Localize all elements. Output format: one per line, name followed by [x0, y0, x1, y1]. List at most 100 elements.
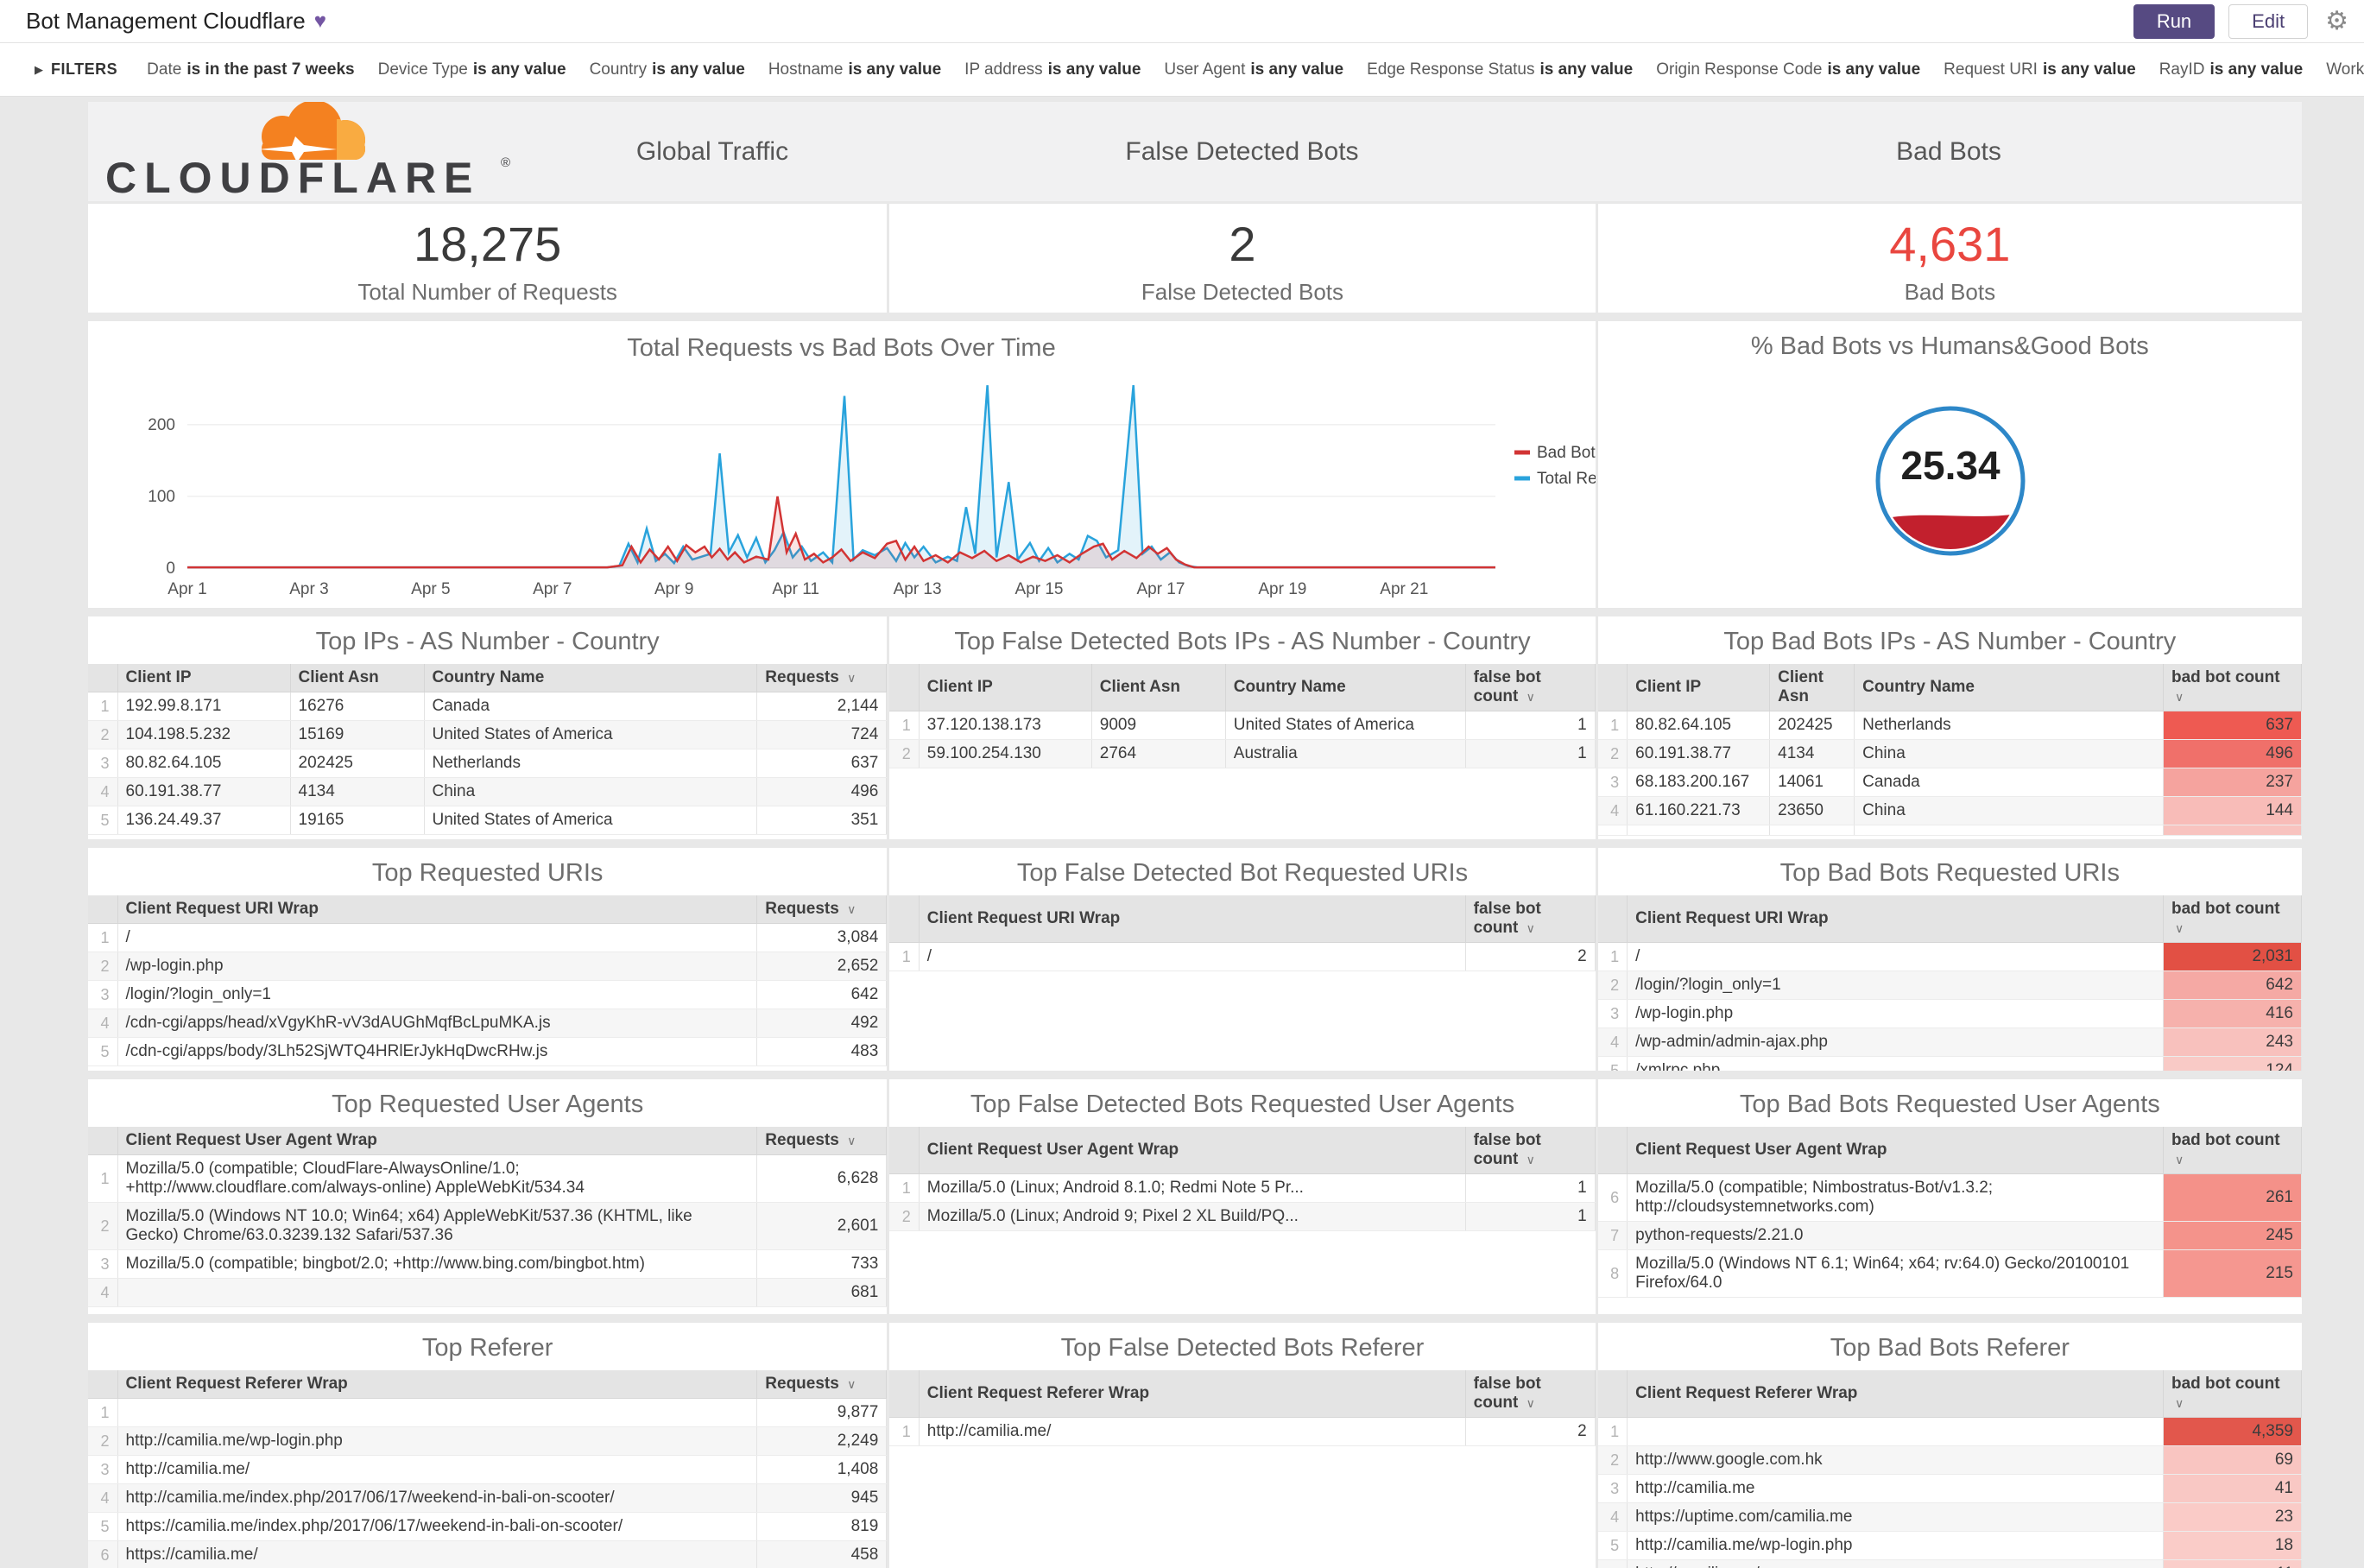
- column-header[interactable]: Client Request Referer Wrap: [117, 1370, 758, 1399]
- panel-bad-bot-ips: Top Bad Bots IPs - AS Number - Country C…: [1597, 616, 2302, 839]
- sort-column-header[interactable]: Requests ∨: [756, 1127, 888, 1155]
- filter-item[interactable]: Country is any value: [589, 60, 745, 79]
- filter-item[interactable]: RayID is any value: [2159, 60, 2304, 79]
- metric-cell: 9,877: [756, 1398, 888, 1427]
- table-cell: 60.191.38.77: [117, 777, 291, 806]
- filter-item[interactable]: Edge Response Status is any value: [1367, 60, 1634, 79]
- table-row: 1 80.82.64.105 202425 Netherlands 637: [1597, 711, 2302, 740]
- filter-item[interactable]: Device Type is any value: [377, 60, 566, 79]
- column-header[interactable]: Client Request User Agent Wrap: [919, 1127, 1466, 1174]
- sort-column-header[interactable]: bad bot count ∨: [2163, 664, 2302, 711]
- table-cell: http://camilia.me/wp-login.php: [117, 1426, 758, 1456]
- column-header[interactable]: Country Name: [1854, 664, 2164, 711]
- filter-item[interactable]: Hostname is any value: [768, 60, 942, 79]
- metric-cell: 351: [756, 806, 888, 835]
- sort-column-header[interactable]: Requests ∨: [756, 1370, 888, 1399]
- run-button[interactable]: Run: [2133, 3, 2215, 39]
- column-header[interactable]: Client Request URI Wrap: [919, 895, 1466, 943]
- table-row: 6 Mozilla/5.0 (compatible; Nimbostratus-B…: [1597, 1173, 2302, 1222]
- filter-item[interactable]: Request URI is any value: [1944, 60, 2136, 79]
- sort-column-header[interactable]: Requests ∨: [756, 895, 888, 924]
- table-row: 5 http://camilia.me/wp-login.php 18: [1597, 1531, 2302, 1560]
- sort-column-header[interactable]: false bot count ∨: [1465, 664, 1596, 711]
- row-index-header: [889, 1127, 920, 1174]
- sort-column-header[interactable]: false bot count ∨: [1465, 895, 1596, 943]
- gear-icon[interactable]: ⚙: [2325, 7, 2348, 35]
- table-title: Top Bad Bots Requested URIs: [1779, 859, 2120, 887]
- sort-column-header[interactable]: Requests ∨: [756, 664, 888, 692]
- table-row: 1 http://camilia.me/2: [889, 1417, 1596, 1446]
- column-header[interactable]: Country Name: [1225, 664, 1466, 711]
- table-title: Top Requested User Agents: [332, 1091, 644, 1118]
- panel-requests-vs-badbots: Total Requests vs Bad Bots Over Time 0 100…: [88, 321, 1596, 608]
- metric-cell: 3,084: [756, 923, 888, 952]
- table-cell: 9009: [1091, 711, 1226, 740]
- column-header[interactable]: Country Name: [424, 664, 758, 692]
- panel-bad-bots-gauge: % Bad Bots vs Humans&Good Bots 25.34: [1597, 321, 2302, 608]
- table-cell: https://uptime.com/camilia.me: [1627, 1502, 2164, 1532]
- svg-text:100: 100: [148, 488, 175, 506]
- column-header[interactable]: Client Request User Agent Wrap: [117, 1127, 758, 1155]
- kpi-bad-bots-label: Bad Bots: [1904, 279, 1996, 305]
- table-cell: United States of America: [424, 720, 758, 749]
- sort-column-header[interactable]: false bot count ∨: [1465, 1370, 1596, 1418]
- row-index-header: [889, 1370, 920, 1418]
- table-cell: China: [1854, 796, 2164, 825]
- filter-item[interactable]: Origin Response Code is any value: [1656, 60, 1921, 79]
- top-uris-table: Client Request URI Wrap Requests ∨ 1/3,084…: [88, 895, 888, 1066]
- column-header[interactable]: Client Request URI Wrap: [117, 895, 758, 924]
- column-header[interactable]: Client IP: [919, 664, 1092, 711]
- table-row: 2 104.198.5.232 15169 United States of Amer…: [88, 720, 888, 749]
- column-header[interactable]: Client Asn: [1091, 664, 1226, 711]
- column-header[interactable]: Client IP: [117, 664, 291, 692]
- table-title: Top False Detected Bot Requested URIs: [1016, 859, 1469, 887]
- column-header[interactable]: Client Request User Agent Wrap: [1627, 1127, 2164, 1174]
- table-cell: 16276: [290, 692, 425, 721]
- edit-button[interactable]: Edit: [2228, 3, 2309, 39]
- column-header[interactable]: Client Request URI Wrap: [1627, 895, 2164, 943]
- svg-text:Apr 19: Apr 19: [1258, 580, 1306, 598]
- cloudflare-logo-image: CLOUDFLARE ®: [105, 102, 510, 201]
- panel-bad-bot-uris: Top Bad Bots Requested URIs Client Reque…: [1597, 848, 2302, 1071]
- column-header[interactable]: Client Request Referer Wrap: [919, 1370, 1466, 1418]
- table-row: 1 192.99.8.171 16276 Canada 2,144: [88, 692, 888, 721]
- table-cell: /wp-login.php: [1627, 999, 2164, 1028]
- panel-top-referer: Top Referer Client Request Referer Wrap R…: [88, 1323, 888, 1568]
- sort-column-header[interactable]: bad bot count ∨: [2163, 1370, 2302, 1418]
- filter-item[interactable]: Date is in the past 7 weeks: [147, 60, 355, 79]
- column-header[interactable]: Client Request Referer Wrap: [1627, 1370, 2164, 1418]
- svg-text:Apr 7: Apr 7: [533, 580, 572, 598]
- column-header[interactable]: Client IP: [1627, 664, 1771, 711]
- table-row: 2 http://www.google.com.hk 69: [1597, 1445, 2302, 1475]
- table-row: 1 4,359: [1597, 1417, 2302, 1446]
- filter-item[interactable]: User Agent is any value: [1164, 60, 1344, 79]
- top-referer-table: Client Request Referer Wrap Requests ∨ 1 9,…: [88, 1370, 888, 1568]
- table-title: Top Bad Bots IPs - AS Number - Country: [1723, 628, 2177, 655]
- row-index-header: [88, 895, 118, 924]
- column-header[interactable]: Client Asn: [1769, 664, 1855, 711]
- svg-text:Apr 11: Apr 11: [772, 580, 819, 598]
- sort-column-header[interactable]: false bot count ∨: [1465, 1127, 1596, 1174]
- panel-bad-bot-referer: Top Bad Bots Referer Client Request Refe…: [1597, 1323, 2302, 1568]
- table-row: 2 59.100.254.130 2764 Australia 1: [889, 739, 1596, 768]
- metric-cell: 41: [2163, 1474, 2302, 1503]
- panel-false-bot-referer: Top False Detected Bots Referer Client R…: [889, 1323, 1596, 1568]
- sort-chevron-icon: ∨: [847, 902, 856, 916]
- filters-toggle[interactable]: ▶ FILTERS: [35, 60, 117, 79]
- row-index: 3: [88, 1455, 118, 1484]
- column-header[interactable]: Client Asn: [290, 664, 425, 692]
- gauge-value: 25.34: [1900, 443, 2001, 488]
- filter-item[interactable]: Worker Subrequestis...: [2326, 60, 2364, 79]
- table-row: 3 http://camilia.me 41: [1597, 1474, 2302, 1503]
- sort-column-header[interactable]: bad bot count ∨: [2163, 1127, 2302, 1174]
- table-row: 2 Mozilla/5.0 (Linux; Android 9; Pixel 2 …: [889, 1202, 1596, 1231]
- sort-column-header[interactable]: bad bot count ∨: [2163, 895, 2302, 943]
- table-cell: 136.24.49.37: [117, 806, 291, 835]
- row-index: 3: [1597, 1474, 1628, 1503]
- row-index: 5: [1597, 1531, 1628, 1560]
- table-row: 3 http://camilia.me/1,408: [88, 1455, 888, 1484]
- row-index: 4: [1597, 1502, 1628, 1532]
- filter-item[interactable]: IP address is any value: [964, 60, 1141, 79]
- row-index: 4: [88, 1483, 118, 1513]
